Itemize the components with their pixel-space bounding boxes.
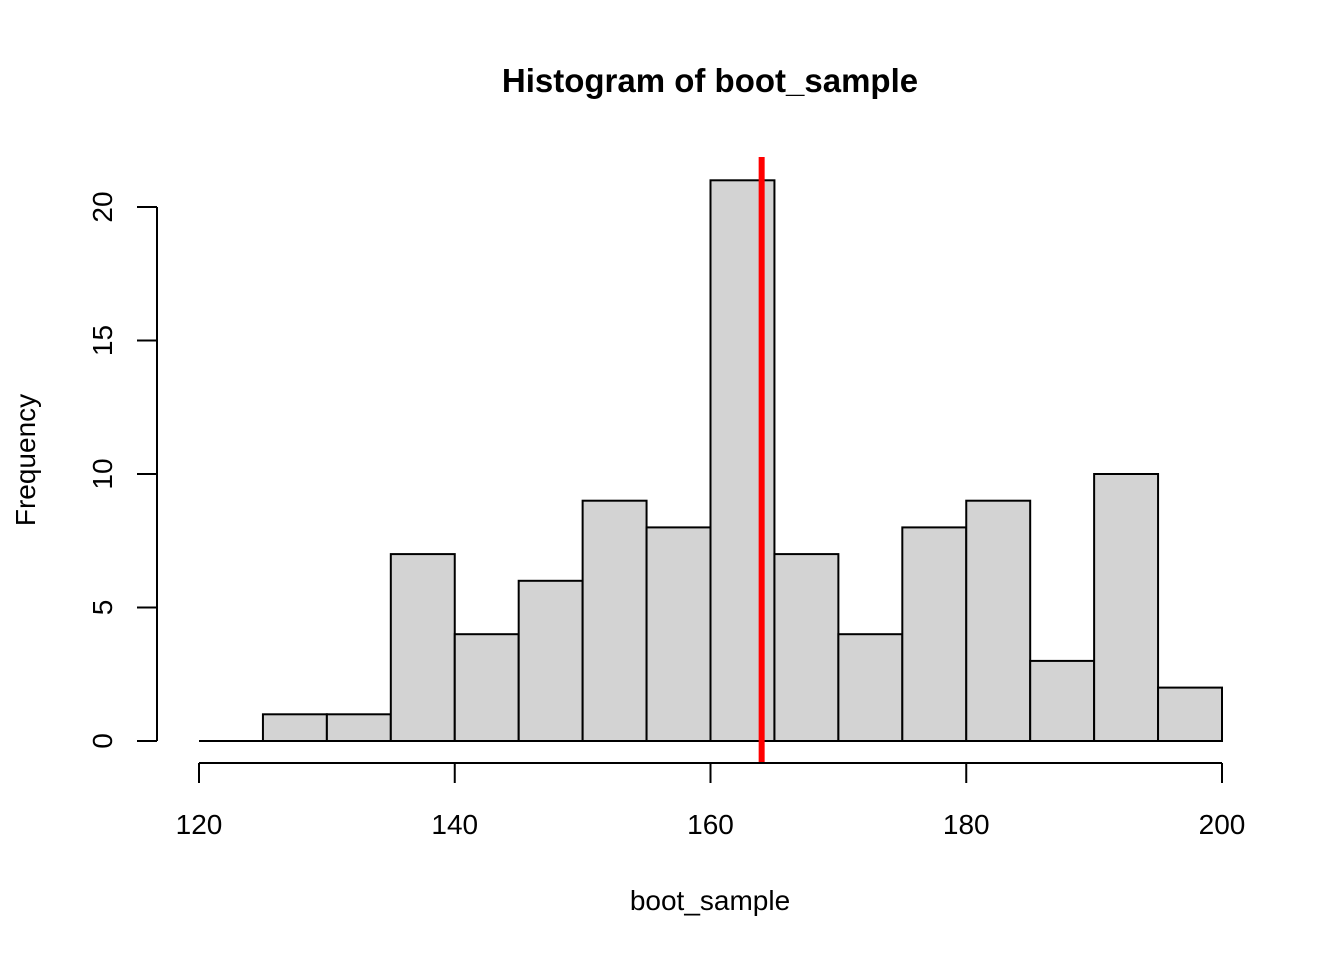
histogram-bar xyxy=(901,526,968,743)
histogram-bar xyxy=(389,553,456,742)
bars-group xyxy=(199,179,1223,743)
x-tick-label: 160 xyxy=(687,809,734,840)
histogram-bar xyxy=(581,499,648,743)
histogram-bar xyxy=(773,553,840,742)
y-tick-label: 15 xyxy=(87,325,118,356)
y-tick-label: 5 xyxy=(87,600,118,616)
y-tick-label: 10 xyxy=(87,458,118,489)
x-tick-label: 120 xyxy=(176,809,223,840)
chart-title: Histogram of boot_sample xyxy=(502,62,918,99)
x-tick-label: 180 xyxy=(943,809,990,840)
histogram-bar xyxy=(1029,659,1096,743)
x-tick-label: 140 xyxy=(431,809,478,840)
histogram-bar xyxy=(837,633,904,743)
x-axis-label: boot_sample xyxy=(630,885,790,916)
y-tick-label: 0 xyxy=(87,733,118,749)
histogram-bar xyxy=(517,579,584,742)
histogram-bar xyxy=(709,179,776,743)
histogram-bar xyxy=(965,499,1032,743)
y-tick-label: 20 xyxy=(87,191,118,222)
histogram-bar xyxy=(453,633,520,743)
x-tick-label: 200 xyxy=(1199,809,1246,840)
histogram-bar xyxy=(325,713,392,742)
x-axis: 120 140 160 180 200 xyxy=(176,762,1246,840)
y-axis-label: Frequency xyxy=(10,394,41,526)
histogram-bar xyxy=(261,713,328,742)
histogram-bar xyxy=(645,526,712,743)
y-axis: 0 5 10 15 20 xyxy=(87,191,158,749)
histogram-bar xyxy=(1157,686,1223,742)
histogram-bar xyxy=(1093,473,1160,742)
